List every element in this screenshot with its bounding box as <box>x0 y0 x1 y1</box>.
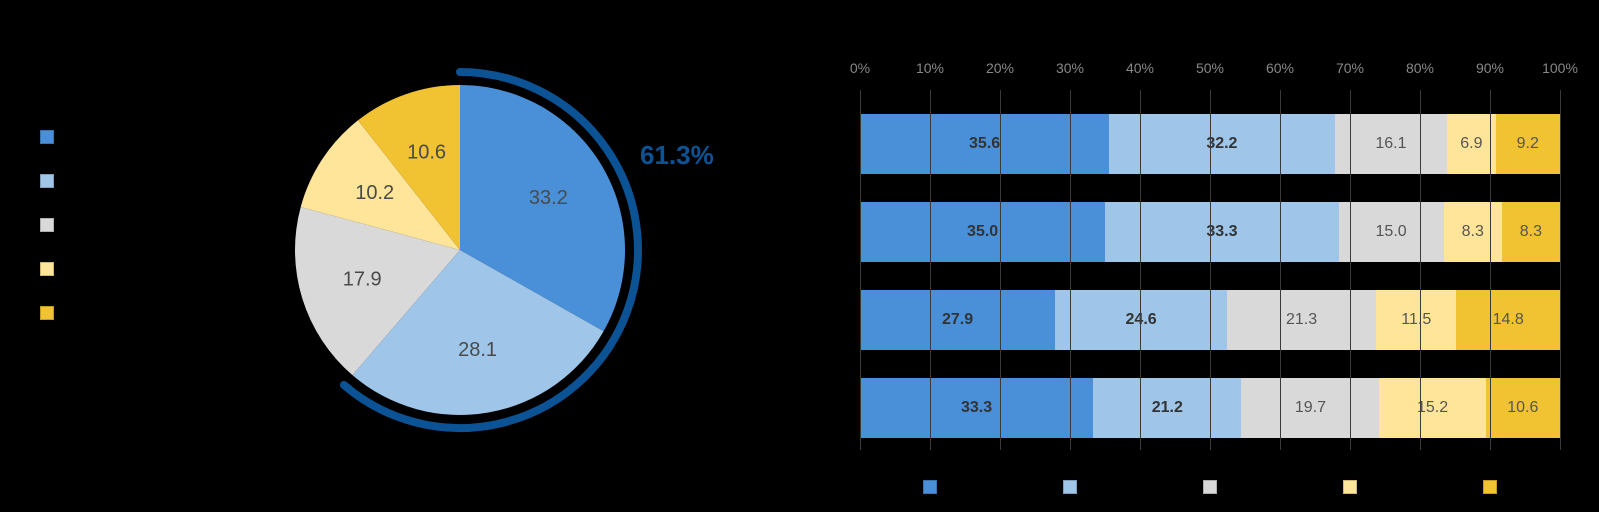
legend-swatch <box>40 262 54 276</box>
axis-tick: 10% <box>916 60 944 76</box>
stacked-bar-chart: 0%10%20%30%40%50%60%70%80%90%100% 35.632… <box>860 60 1560 466</box>
gridline <box>1560 90 1561 450</box>
bar-segment: 35.0 <box>860 202 1105 262</box>
bar-row: 33.321.219.715.210.6 <box>860 378 1560 438</box>
legend-item <box>1203 480 1217 494</box>
axis-tick: 20% <box>986 60 1014 76</box>
bar-segment: 15.2 <box>1379 378 1485 438</box>
bar-legend <box>860 480 1560 494</box>
bar-segment: 11.5 <box>1376 290 1456 350</box>
axis-tick: 40% <box>1126 60 1154 76</box>
axis-tick: 60% <box>1266 60 1294 76</box>
bar-segment: 14.8 <box>1456 290 1559 350</box>
bar-segment: 24.6 <box>1055 290 1227 350</box>
legend-swatch <box>40 130 54 144</box>
legend-swatch <box>40 218 54 232</box>
legend-item <box>40 174 64 188</box>
legend-item <box>1063 480 1077 494</box>
axis-tick: 90% <box>1476 60 1504 76</box>
bar-row: 35.632.216.16.99.2 <box>860 114 1560 174</box>
bar-segment: 16.1 <box>1335 114 1448 174</box>
legend-item <box>1483 480 1497 494</box>
left-panel: 33.228.117.910.210.6 61.3% <box>0 0 680 512</box>
bar-segment: 33.3 <box>860 378 1093 438</box>
bar-segment: 8.3 <box>1444 202 1502 262</box>
legend-swatch <box>40 306 54 320</box>
legend-item <box>40 262 64 276</box>
pie-slice-label: 28.1 <box>458 339 497 361</box>
axis-tick: 80% <box>1406 60 1434 76</box>
legend-item <box>40 130 64 144</box>
chart-container: 33.228.117.910.210.6 61.3% 0%10%20%30%40… <box>0 0 1599 512</box>
bar-rows: 35.632.216.16.99.235.033.315.08.38.327.9… <box>860 114 1560 438</box>
legend-swatch <box>1483 480 1497 494</box>
legend-item <box>1343 480 1357 494</box>
pie-chart: 33.228.117.910.210.6 61.3% <box>290 80 630 420</box>
legend-swatch <box>1063 480 1077 494</box>
legend-item <box>923 480 937 494</box>
axis-tick: 30% <box>1056 60 1084 76</box>
pie-slice-label: 33.2 <box>529 187 568 209</box>
pie-slice-label: 10.6 <box>407 142 446 164</box>
legend-swatch <box>923 480 937 494</box>
bar-segment: 9.2 <box>1496 114 1560 174</box>
legend-swatch <box>1343 480 1357 494</box>
bar-segment: 6.9 <box>1447 114 1495 174</box>
bar-segment: 27.9 <box>860 290 1055 350</box>
axis-tick: 0% <box>850 60 870 76</box>
pie-legend <box>40 130 64 320</box>
bar-row: 27.924.621.311.514.8 <box>860 290 1560 350</box>
bar-segment: 32.2 <box>1109 114 1334 174</box>
bar-segment: 21.3 <box>1227 290 1376 350</box>
bar-segment: 15.0 <box>1339 202 1444 262</box>
pie-slice-label: 17.9 <box>343 268 382 290</box>
bar-segment: 8.3 <box>1502 202 1560 262</box>
axis-tick: 70% <box>1336 60 1364 76</box>
bar-segment: 19.7 <box>1241 378 1379 438</box>
legend-item <box>40 306 64 320</box>
right-panel: 0% 10% 20% 30% 40% 50% 60% 70% 80% 90% 100% 35.632… <box>680 0 1599 512</box>
bar-segment: 10.6 <box>1486 378 1560 438</box>
axis-tick: 100% <box>1542 60 1578 76</box>
x-axis: 0%10%20%30%40%50%60%70%80%90%100% <box>860 60 1560 84</box>
bar-segment: 35.6 <box>860 114 1109 174</box>
axis-tick: 50% <box>1196 60 1224 76</box>
pie-slice-label: 10.2 <box>355 182 394 204</box>
legend-item <box>40 218 64 232</box>
bar-segment: 21.2 <box>1093 378 1241 438</box>
legend-swatch <box>1203 480 1217 494</box>
bar-segment: 33.3 <box>1105 202 1338 262</box>
legend-swatch <box>40 174 54 188</box>
bar-row: 35.033.315.08.38.3 <box>860 202 1560 262</box>
